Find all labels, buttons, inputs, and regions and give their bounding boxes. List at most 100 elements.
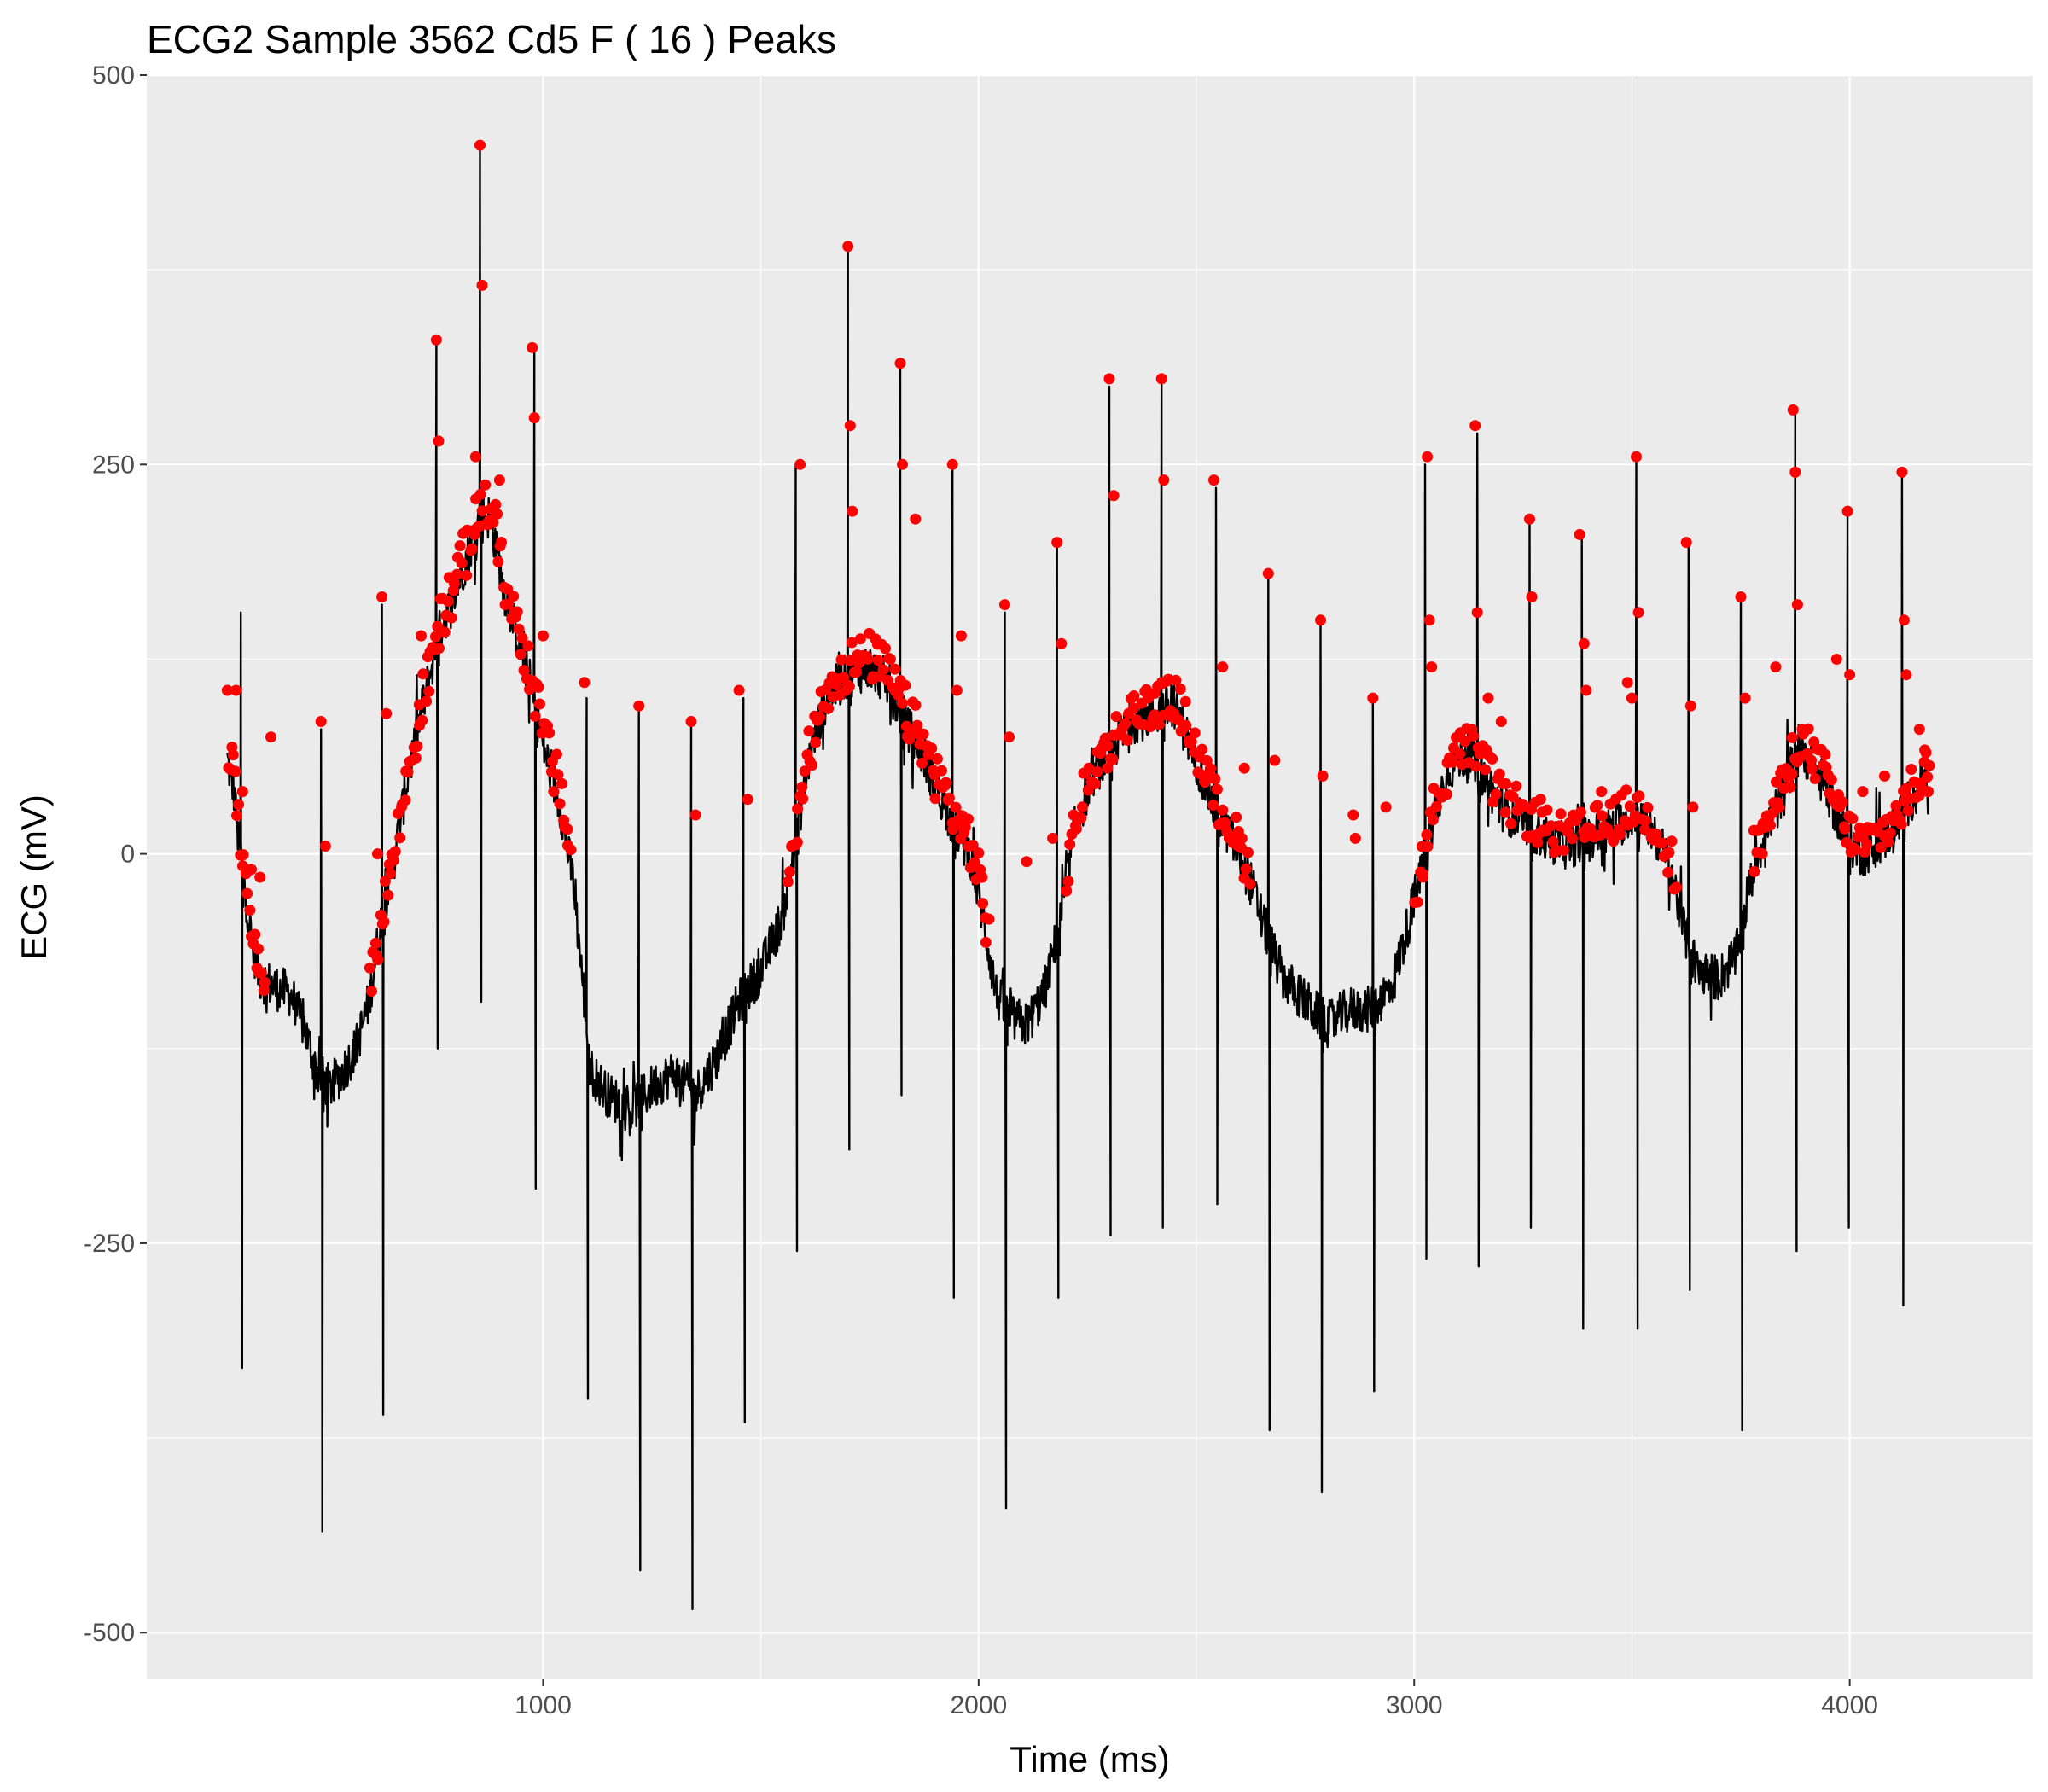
peak-point xyxy=(1205,763,1217,775)
peak-point xyxy=(492,508,503,520)
peak-point xyxy=(416,714,428,726)
peak-point xyxy=(1349,832,1361,844)
peak-point xyxy=(1236,833,1248,844)
peak-point xyxy=(237,849,249,861)
peak-point xyxy=(1189,727,1201,739)
peak-point xyxy=(872,655,884,666)
peak-point xyxy=(516,632,528,644)
peak-point xyxy=(421,695,433,707)
peak-point xyxy=(797,793,809,805)
peak-point xyxy=(1469,420,1481,432)
peak-point xyxy=(1423,614,1435,626)
peak-point xyxy=(685,716,697,727)
peak-point xyxy=(1120,718,1132,730)
peak-point xyxy=(258,985,270,997)
peak-point xyxy=(1185,736,1197,748)
peak-point xyxy=(862,653,874,665)
peak-point xyxy=(1802,723,1814,735)
peak-point xyxy=(1238,762,1250,774)
peak-point xyxy=(1064,838,1076,850)
peak-point xyxy=(1650,828,1662,840)
peak-point xyxy=(1141,684,1152,695)
peak-point xyxy=(946,458,958,470)
peak-point xyxy=(469,451,481,463)
peak-point xyxy=(1102,762,1114,774)
peak-point xyxy=(1482,692,1494,704)
peak-point xyxy=(1347,809,1359,821)
peak-point xyxy=(950,801,962,813)
peak-point xyxy=(1771,776,1782,788)
peak-point xyxy=(936,765,947,777)
peak-point xyxy=(1847,812,1859,824)
peak-point xyxy=(851,666,863,678)
peak-point xyxy=(1422,841,1434,852)
peak-point xyxy=(943,792,955,804)
peak-point xyxy=(1102,740,1114,752)
peak-point xyxy=(227,749,239,761)
peak-point xyxy=(474,139,486,151)
peak-point xyxy=(1440,788,1452,800)
peak-point xyxy=(439,626,451,638)
peak-point xyxy=(963,813,974,825)
peak-point xyxy=(1076,801,1088,813)
peak-point xyxy=(1844,669,1856,681)
peak-point xyxy=(1021,856,1033,868)
peak-point xyxy=(476,279,488,291)
peak-point xyxy=(1209,773,1221,785)
x-tick-label: 2000 xyxy=(950,1691,1007,1719)
peak-point xyxy=(1580,684,1592,696)
peak-point xyxy=(1786,732,1798,743)
peak-point xyxy=(791,836,803,848)
peak-point xyxy=(1633,790,1645,802)
peak-point xyxy=(423,685,435,697)
peak-point xyxy=(511,606,523,618)
peak-point xyxy=(1269,754,1281,766)
peak-point xyxy=(1756,848,1768,859)
peak-point xyxy=(1861,838,1872,850)
peak-point xyxy=(496,537,507,548)
peak-point xyxy=(527,341,538,353)
peak-point xyxy=(538,630,549,642)
peak-point xyxy=(847,505,858,517)
peak-point xyxy=(236,786,248,798)
peak-point xyxy=(1070,823,1082,835)
peak-point xyxy=(1920,747,1932,759)
peak-point xyxy=(1684,700,1696,712)
peak-point xyxy=(1155,373,1167,385)
peak-point xyxy=(844,420,856,432)
peak-point xyxy=(1207,800,1219,811)
peak-point xyxy=(814,711,826,723)
peak-point xyxy=(1789,466,1801,478)
peak-point xyxy=(522,640,534,652)
peak-point xyxy=(1454,748,1466,759)
peak-point xyxy=(799,765,811,777)
peak-point xyxy=(1806,754,1817,766)
peak-point xyxy=(550,748,562,760)
peak-point xyxy=(1411,896,1423,908)
peak-point xyxy=(889,663,901,675)
peak-point xyxy=(1244,878,1256,890)
peak-point xyxy=(1180,719,1192,731)
peak-point xyxy=(1459,736,1471,748)
peak-point xyxy=(230,765,241,777)
peak-point xyxy=(1836,796,1848,808)
chart-title: ECG2 Sample 3562 Cd5 F ( 16 ) Peaks xyxy=(147,17,836,61)
peak-point xyxy=(364,962,375,974)
peak-point xyxy=(1047,832,1059,844)
minor-gridlines xyxy=(147,75,2033,1679)
peak-point xyxy=(1487,753,1498,765)
peak-point xyxy=(899,679,911,691)
peak-point xyxy=(782,876,794,887)
peak-point xyxy=(490,498,502,510)
peak-point xyxy=(254,871,266,883)
peak-point xyxy=(433,435,445,447)
peak-point xyxy=(1680,537,1692,549)
peak-point xyxy=(402,766,414,778)
peak-point xyxy=(1490,788,1502,800)
peak-point xyxy=(1574,806,1586,818)
peak-point xyxy=(416,630,427,642)
peak-point xyxy=(231,810,242,822)
peak-point xyxy=(1739,692,1751,704)
peak-point xyxy=(1567,833,1578,845)
peak-point xyxy=(1621,677,1633,689)
